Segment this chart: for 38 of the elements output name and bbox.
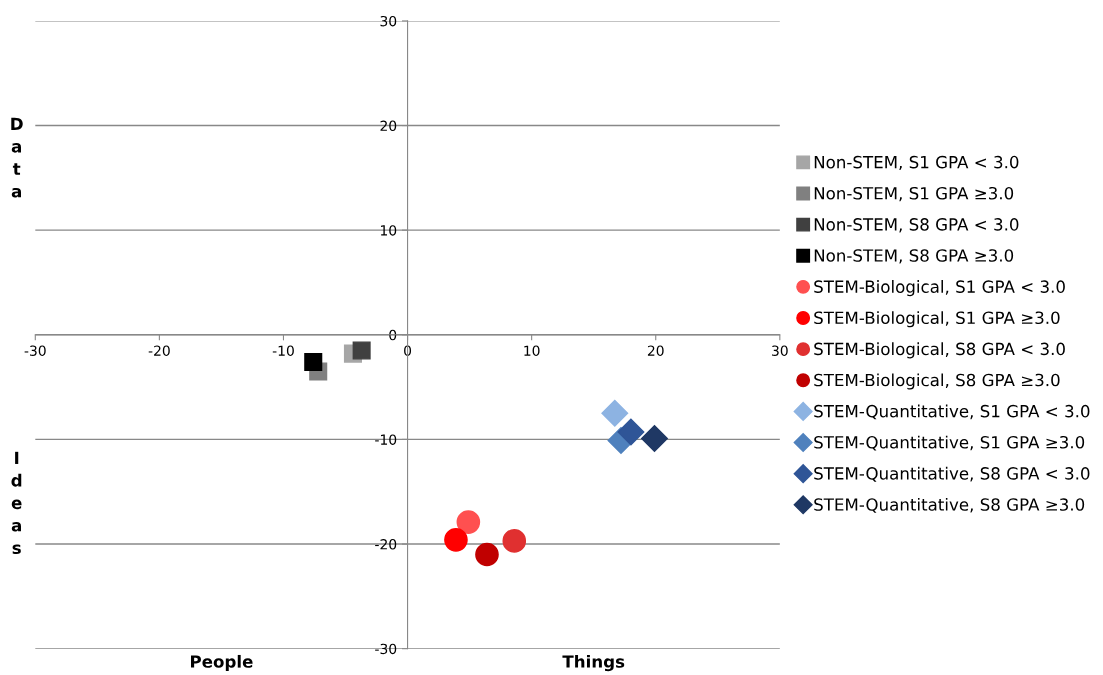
point [304,352,323,372]
y-tick-label: -30 [375,643,397,655]
legend-label: STEM-Quantitative, S8 GPA ≥3.0 [814,497,1085,513]
x-tick-label: -10 [272,345,294,356]
legend-label: STEM-Quantitative, S1 GPA < 3.0 [814,404,1090,420]
x-tick-label: 30 [772,345,788,356]
legend-label: STEM-Biological, S8 GPA < 3.0 [814,342,1065,359]
y-tick-label: -20 [375,539,397,550]
text: Ideas [11,451,22,555]
point [601,399,629,427]
y-tick-label: -10 [375,434,397,445]
x-tick-label: 20 [647,345,664,356]
legend-label: STEM-Quantitative, S8 GPA < 3.0 [814,466,1090,482]
x-tick-label: -20 [148,345,170,356]
y-tick-label: 10 [380,225,397,236]
text: People [191,654,253,672]
legend-label: STEM-Biological, S8 GPA ≥3.0 [814,373,1060,390]
y-tick-label: 20 [380,120,397,132]
point [444,528,468,552]
point [456,510,481,534]
text: Things [562,654,625,672]
point [475,542,499,567]
legend-label: Non-STEM, S1 GPA < 3.0 [814,155,1019,171]
y-tick-label: 0 [389,329,397,341]
point [352,341,371,360]
legend-label: Non-STEM, S1 GPA ≥3.0 [814,186,1014,202]
legend-label: STEM-Quantitative, S1 GPA ≥3.0 [814,435,1085,451]
legend-label: Non-STEM, S8 GPA ≥3.0 [814,249,1014,264]
x-tick-label: -30 [24,345,46,356]
point [641,424,668,452]
legend-label: STEM-Biological, S1 GPA ≥3.0 [814,311,1060,328]
point [617,418,645,446]
legend-label: Non-STEM, S8 GPA < 3.0 [814,218,1019,233]
legend-label: STEM-Biological, S1 GPA < 3.0 [814,280,1065,297]
point [502,529,527,553]
y-tick-label: 30 [380,15,397,27]
x-tick-label: 10 [524,345,540,356]
text: Data [11,117,23,198]
